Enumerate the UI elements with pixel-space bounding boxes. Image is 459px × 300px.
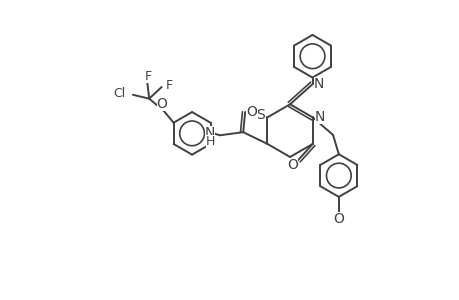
Text: O: O (333, 212, 343, 226)
Text: Cl: Cl (113, 87, 126, 100)
Text: O: O (156, 98, 167, 112)
Text: N: N (314, 110, 325, 124)
Text: H: H (206, 135, 215, 148)
Text: O: O (286, 158, 297, 172)
Text: F: F (165, 79, 172, 92)
Text: F: F (144, 70, 151, 83)
Text: N: N (313, 77, 324, 91)
Text: S: S (256, 108, 264, 122)
Text: O: O (246, 105, 257, 119)
Text: N: N (205, 126, 215, 140)
